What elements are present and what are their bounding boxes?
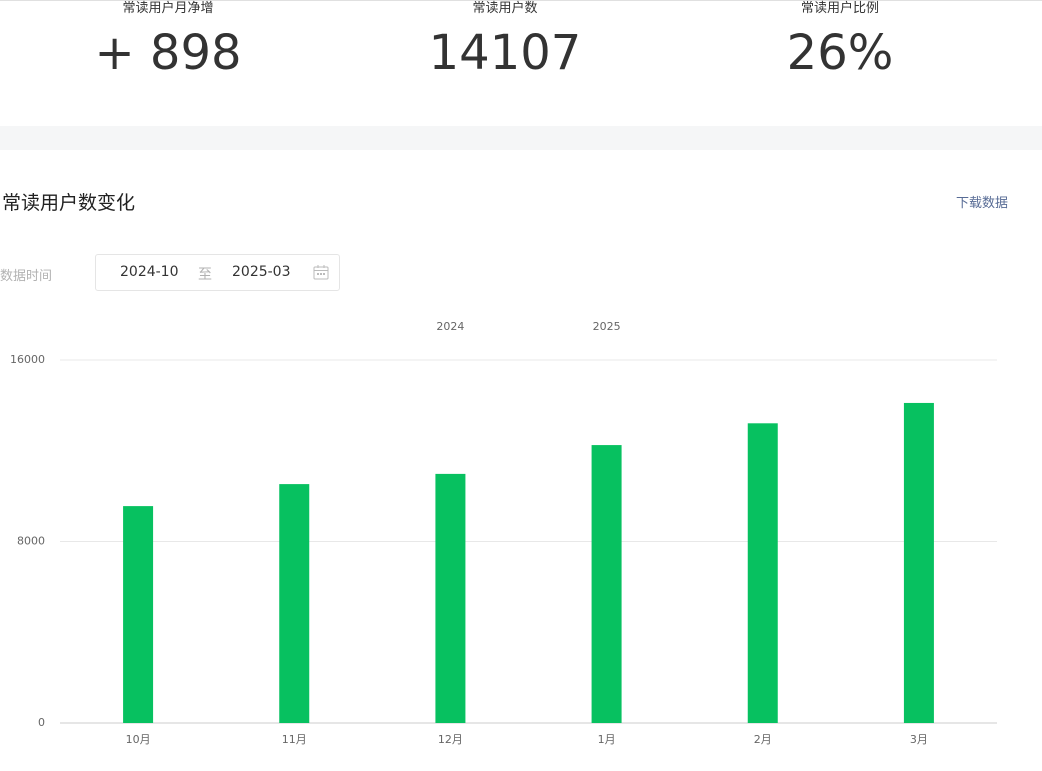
bar — [279, 484, 310, 723]
x-tick-label: 11月 — [282, 733, 307, 746]
x-tick-label: 12月 — [438, 733, 463, 746]
x-tick-label: 3月 — [910, 733, 928, 746]
x-tick-label: 2月 — [754, 733, 772, 746]
filter-label: 数据时间 — [0, 269, 53, 284]
bar — [123, 506, 154, 723]
kpi-value: 14107 — [428, 25, 582, 81]
y-tick-label: 16000 — [10, 353, 45, 366]
separator-band — [0, 126, 1042, 150]
kpi-card: 常读用户比例 26% — [690, 0, 990, 88]
kpi-label: 常读用户数 — [472, 1, 538, 16]
download-link[interactable]: 下载数据 — [955, 196, 1008, 211]
kpi-card: 常读用户月净增 + 898 — [18, 0, 318, 88]
x-tick-label: 10月 — [126, 733, 151, 746]
y-tick-label: 0 — [38, 716, 45, 729]
x-tick-label: 1月 — [598, 733, 616, 746]
section-title: 常读用户数变化 — [2, 192, 136, 214]
year-label: 2024 — [436, 320, 464, 333]
top-border — [0, 0, 1042, 1]
year-label: 2025 — [593, 320, 621, 333]
bar — [591, 445, 622, 723]
kpi-label: 常读用户月净增 — [122, 1, 214, 16]
kpi-value: + 898 — [94, 25, 242, 81]
chart: 0 8000 16000 10月 11月 12月 1月 2月 3月 2024 2025 — [10, 320, 997, 746]
y-tick-label: 8000 — [17, 535, 45, 548]
range-separator: 至 — [198, 267, 212, 283]
start-date[interactable]: 2024-10 — [120, 264, 179, 280]
bar — [903, 402, 934, 723]
kpi-label: 常读用户比例 — [800, 1, 879, 16]
date-range-picker[interactable]: 2024-10 至 2025-03 — [95, 254, 340, 291]
kpi-value: 26% — [786, 25, 894, 81]
kpi-card: 常读用户数 14107 — [355, 0, 655, 88]
end-date[interactable]: 2025-03 — [232, 264, 291, 280]
bar — [435, 473, 466, 723]
bar — [747, 423, 778, 723]
calendar-icon — [313, 265, 329, 280]
